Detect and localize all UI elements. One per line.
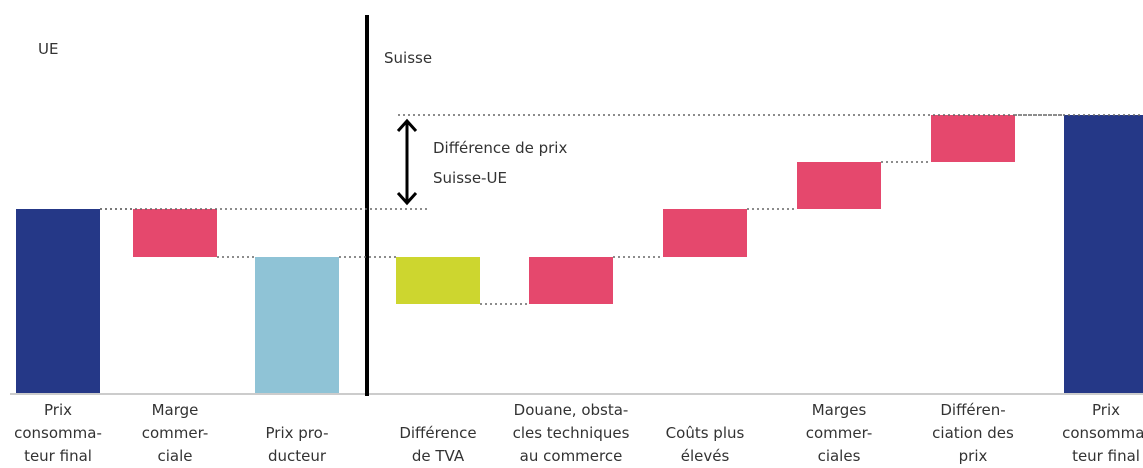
- bar: [1064, 115, 1143, 393]
- bar: [529, 257, 613, 304]
- bar: [133, 209, 217, 257]
- x-tick-label: Prix consomma- teur final: [1062, 401, 1143, 465]
- x-tick-label: Marge commer- ciale: [141, 401, 209, 465]
- section-label: Suisse: [384, 49, 433, 67]
- bar: [931, 115, 1015, 162]
- bar: [797, 162, 881, 209]
- x-tick-label: Différence de TVA: [399, 424, 477, 465]
- section-label: UE: [38, 40, 59, 58]
- x-tick-label: Douane, obsta- cles techniques au commer…: [512, 401, 630, 465]
- x-tick-label: Coûts plus élevés: [665, 424, 745, 465]
- price-gap-arrow: [396, 118, 418, 206]
- x-tick-label: Prix pro- ducteur: [265, 424, 329, 465]
- bar: [16, 209, 100, 393]
- bar: [396, 257, 480, 304]
- x-tick-label: Différen- ciation des prix: [932, 401, 1014, 465]
- x-tick-label: Prix consomma- teur final: [14, 401, 102, 465]
- bar: [663, 209, 747, 257]
- x-tick-label: Marges commer- ciales: [805, 401, 873, 465]
- annotation: Différence de prix Suisse-UE: [433, 139, 568, 187]
- bar: [255, 257, 339, 393]
